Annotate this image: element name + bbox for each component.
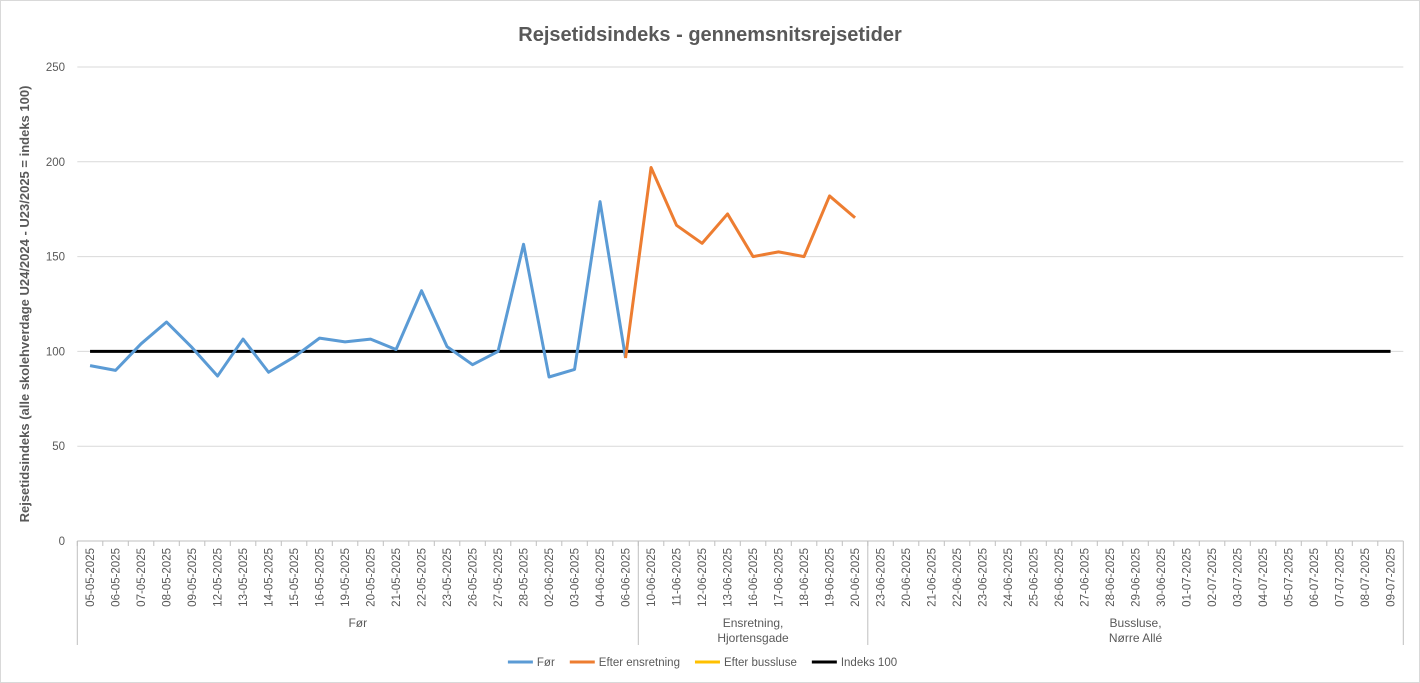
x-tick-label: 27-05-2025 xyxy=(493,548,505,607)
x-tick-label: 16-05-2025 xyxy=(315,548,327,607)
x-tick-label: 10-06-2025 xyxy=(646,548,658,607)
x-tick-label: 15-05-2025 xyxy=(289,548,301,607)
x-tick-label: 23-05-2025 xyxy=(442,548,454,607)
x-tick-label: 07-07-2025 xyxy=(1335,548,1347,607)
legend-label: Indeks 100 xyxy=(841,657,897,669)
x-tick-label: 21-06-2025 xyxy=(927,548,939,607)
x-tick-label: 24-06-2025 xyxy=(1003,548,1015,607)
x-tick-label: 04-07-2025 xyxy=(1258,548,1270,607)
y-tick-label: 200 xyxy=(46,157,65,169)
legend-label: Før xyxy=(537,657,555,669)
x-tick-label: 02-06-2025 xyxy=(544,548,556,607)
x-tick-label: 19-06-2025 xyxy=(825,548,837,607)
y-tick-label: 150 xyxy=(46,252,65,264)
x-tick-label: 06-07-2025 xyxy=(1309,548,1321,607)
x-tick-label: 13-05-2025 xyxy=(238,548,250,607)
x-tick-label: 05-05-2025 xyxy=(85,548,97,607)
x-tick-label: 06-06-2025 xyxy=(621,548,633,607)
x-tick-label: 30-06-2025 xyxy=(1156,548,1168,607)
x-tick-label: 20-06-2025 xyxy=(901,548,913,607)
x-tick-label: 09-05-2025 xyxy=(187,548,199,607)
x-tick-label: 17-06-2025 xyxy=(774,548,786,607)
x-tick-label: 12-05-2025 xyxy=(213,548,225,607)
group-label: Før xyxy=(348,616,367,630)
x-tick-label: 06-05-2025 xyxy=(111,548,123,607)
x-tick-label: 20-05-2025 xyxy=(366,548,378,607)
x-tick-label: 28-06-2025 xyxy=(1105,548,1117,607)
legend-label: Efter ensretning xyxy=(599,657,680,669)
series-line xyxy=(89,200,628,379)
y-tick-label: 100 xyxy=(46,346,65,358)
x-tick-label: 16-06-2025 xyxy=(748,548,760,607)
x-tick-label: 29-06-2025 xyxy=(1131,548,1143,607)
x-tick-label: 14-05-2025 xyxy=(264,548,276,607)
x-tick-label: 11-06-2025 xyxy=(672,548,684,606)
x-tick-label: 22-05-2025 xyxy=(417,548,429,607)
x-tick-label: 26-06-2025 xyxy=(1054,548,1066,607)
x-tick-label: 22-06-2025 xyxy=(952,548,964,607)
x-tick-label: 09-07-2025 xyxy=(1386,548,1398,607)
x-tick-label: 26-05-2025 xyxy=(468,548,480,607)
y-axis-title: Rejsetidsindeks (alle skolehverdage U24/… xyxy=(17,86,32,523)
group-label: Bussluse, xyxy=(1110,616,1162,630)
x-tick-label: 27-06-2025 xyxy=(1080,548,1092,607)
series-line xyxy=(624,165,857,359)
y-tick-label: 0 xyxy=(59,536,65,548)
x-tick-label: 20-06-2025 xyxy=(850,548,862,607)
x-tick-label: 18-06-2025 xyxy=(799,548,811,607)
x-tick-label: 02-07-2025 xyxy=(1207,548,1219,607)
x-tick-label: 23-06-2025 xyxy=(978,548,990,607)
y-tick-label: 50 xyxy=(52,441,65,453)
group-label: Nørre Allé xyxy=(1109,631,1163,645)
x-tick-label: 21-05-2025 xyxy=(391,548,403,607)
x-tick-label: 28-05-2025 xyxy=(519,548,531,607)
x-tick-label: 19-05-2025 xyxy=(340,548,352,607)
x-tick-label: 07-05-2025 xyxy=(136,548,148,607)
y-tick-label: 250 xyxy=(46,62,65,74)
x-tick-label: 13-06-2025 xyxy=(723,548,735,607)
x-tick-label: 23-06-2025 xyxy=(876,548,888,607)
x-tick-label: 08-05-2025 xyxy=(162,548,174,607)
x-tick-label: 04-06-2025 xyxy=(595,548,607,607)
group-label: Ensretning, xyxy=(723,616,784,630)
chart-title: Rejsetidsindeks - gennemsnitsrejsetider xyxy=(518,24,902,46)
x-tick-label: 03-06-2025 xyxy=(570,548,582,607)
x-tick-label: 01-07-2025 xyxy=(1182,548,1194,607)
group-label: Hjortensgade xyxy=(717,631,789,645)
x-tick-label: 08-07-2025 xyxy=(1360,548,1372,607)
x-tick-label: 03-07-2025 xyxy=(1233,548,1245,607)
x-tick-label: 05-07-2025 xyxy=(1284,548,1296,607)
x-tick-label: 25-06-2025 xyxy=(1029,548,1041,607)
x-tick-label: 12-06-2025 xyxy=(697,548,709,607)
legend-label: Efter bussluse xyxy=(724,657,797,669)
